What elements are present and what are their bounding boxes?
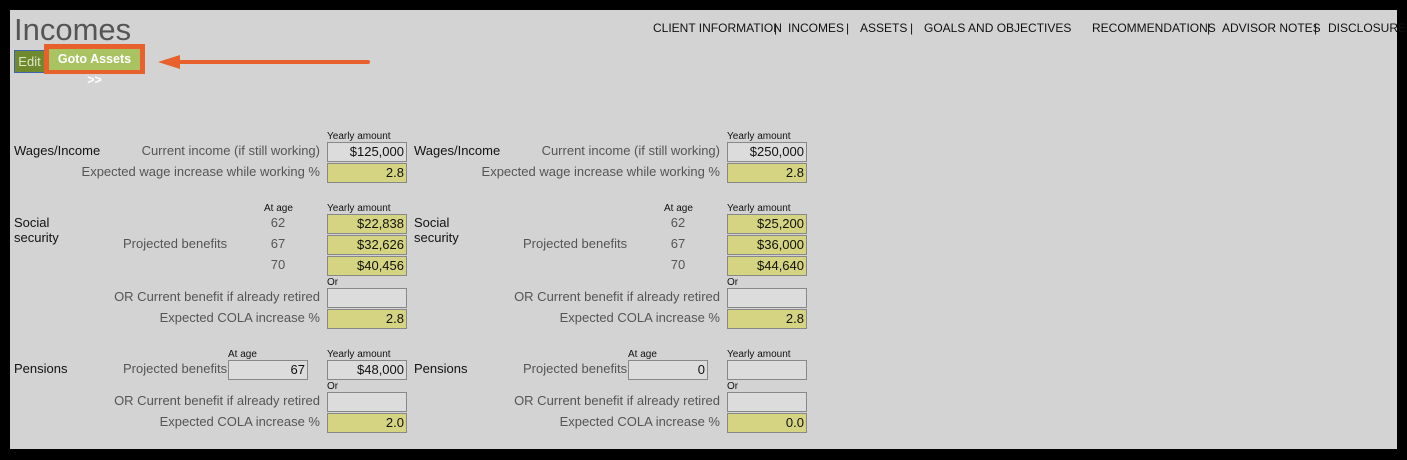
current-income-label: Current income (if still working)	[141, 143, 320, 158]
yearly-amount-header: Yearly amount	[327, 203, 391, 214]
current-income-input[interactable]: $125,000	[327, 142, 407, 162]
cola-label: Expected COLA increase %	[159, 310, 320, 325]
at-age-header: At age	[664, 203, 693, 214]
ss-amount-input[interactable]: $25,200	[727, 214, 807, 234]
or-label: Or	[727, 277, 739, 288]
ss-current-benefit-input[interactable]	[727, 288, 807, 308]
current-income-input[interactable]: $250,000	[727, 142, 807, 162]
cola-label: Expected COLA increase %	[559, 310, 720, 325]
pension-amount-input[interactable]: $48,000	[327, 360, 407, 380]
nav-separator: |	[846, 21, 850, 35]
wage-increase-label: Expected wage increase while working %	[481, 164, 720, 179]
yearly-amount-header: Yearly amount	[327, 131, 391, 142]
cola-label: Expected COLA increase %	[159, 414, 320, 429]
ss-age: 67	[270, 236, 286, 251]
wage-increase-label: Expected wage increase while working %	[81, 164, 320, 179]
pension-amount-input[interactable]	[727, 360, 807, 380]
pension-age-input[interactable]: 0	[628, 360, 708, 380]
ss-amount-input[interactable]: $40,456	[327, 256, 407, 276]
nav-separator: |	[774, 21, 778, 35]
at-age-header: At age	[228, 349, 257, 360]
ss-amount-input[interactable]: $44,640	[727, 256, 807, 276]
ss-age: 62	[670, 215, 686, 230]
ss-age: 67	[670, 236, 686, 251]
projected-benefits-label: Projected benefits	[123, 361, 228, 376]
ss-amount-input[interactable]: $36,000	[727, 235, 807, 255]
social-security-label: Social security	[14, 215, 59, 245]
pension-cola-input[interactable]: 0.0	[727, 413, 807, 433]
pension-current-benefit-input[interactable]	[727, 392, 807, 412]
ss-age: 70	[670, 257, 686, 272]
yearly-amount-header: Yearly amount	[727, 203, 791, 214]
or-current-benefit-label: OR Current benefit if already retired	[514, 289, 720, 304]
or-label: Or	[727, 381, 739, 392]
yearly-amount-header: Yearly amount	[327, 349, 391, 360]
or-current-benefit-label: OR Current benefit if already retired	[114, 393, 320, 408]
wages-section-label: Wages/Income	[414, 143, 501, 158]
projected-benefits-label: Projected benefits	[523, 236, 628, 251]
ss-amount-input[interactable]: $22,838	[327, 214, 407, 234]
or-label: Or	[327, 277, 339, 288]
yearly-amount-header: Yearly amount	[727, 349, 791, 360]
nav-separator: |	[1207, 21, 1211, 35]
wage-increase-input[interactable]: 2.8	[327, 163, 407, 183]
pension-cola-input[interactable]: 2.0	[327, 413, 407, 433]
current-income-label: Current income (if still working)	[541, 143, 720, 158]
page-title: Incomes	[14, 12, 132, 47]
ss-cola-input[interactable]: 2.8	[727, 309, 807, 329]
at-age-header: At age	[628, 349, 657, 360]
at-age-header: At age	[264, 203, 293, 214]
arrow-annotation-icon	[158, 55, 370, 69]
ss-age: 62	[270, 215, 286, 230]
or-label: Or	[327, 381, 339, 392]
or-current-benefit-label: OR Current benefit if already retired	[514, 393, 720, 408]
wage-increase-input[interactable]: 2.8	[727, 163, 807, 183]
cola-label: Expected COLA increase %	[559, 414, 720, 429]
pensions-label: Pensions	[14, 361, 68, 376]
pension-age-input[interactable]: 67	[228, 360, 308, 380]
projected-benefits-label: Projected benefits	[523, 361, 628, 376]
social-security-label: Social security	[414, 215, 459, 245]
ss-amount-input[interactable]: $32,626	[327, 235, 407, 255]
nav-client-information[interactable]: CLIENT INFORMATION	[653, 21, 782, 35]
goto-assets-button[interactable]: Goto Assets >>	[49, 49, 140, 87]
ss-current-benefit-input[interactable]	[327, 288, 407, 308]
edit-button[interactable]: Edit	[14, 50, 45, 73]
ss-cola-input[interactable]: 2.8	[327, 309, 407, 329]
nav-advisor-notes[interactable]: ADVISOR NOTES	[1222, 21, 1321, 35]
nav-goals[interactable]: GOALS AND OBJECTIVES	[924, 21, 1072, 35]
pension-current-benefit-input[interactable]	[327, 392, 407, 412]
nav-assets[interactable]: ASSETS	[860, 21, 908, 35]
nav-recommendations[interactable]: RECOMMENDATIONS	[1092, 21, 1216, 35]
incomes-page: Incomes CLIENT INFORMATION | INCOMES | A…	[10, 10, 1406, 449]
projected-benefits-label: Projected benefits	[123, 236, 228, 251]
nav-separator: |	[910, 21, 914, 35]
nav-incomes[interactable]: INCOMES	[788, 21, 845, 35]
yearly-amount-header: Yearly amount	[727, 131, 791, 142]
ss-age: 70	[270, 257, 286, 272]
nav-separator: |	[1314, 21, 1318, 35]
pensions-label: Pensions	[414, 361, 468, 376]
or-current-benefit-label: OR Current benefit if already retired	[114, 289, 320, 304]
nav-disclosure[interactable]: DISCLOSURE	[1328, 21, 1407, 35]
wages-section-label: Wages/Income	[14, 143, 101, 158]
